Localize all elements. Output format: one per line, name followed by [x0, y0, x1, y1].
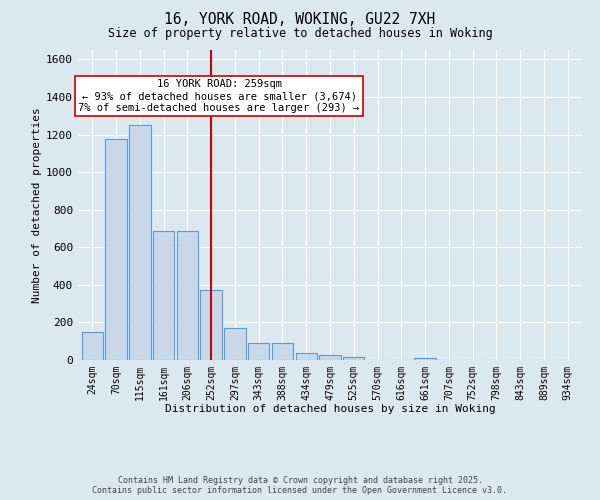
- Bar: [176, 232, 198, 360]
- Bar: [296, 354, 317, 360]
- Bar: [319, 356, 341, 360]
- Bar: [272, 343, 293, 360]
- Text: Contains HM Land Registry data © Crown copyright and database right 2025.
Contai: Contains HM Land Registry data © Crown c…: [92, 476, 508, 495]
- Bar: [82, 332, 103, 360]
- Text: Size of property relative to detached houses in Woking: Size of property relative to detached ho…: [107, 28, 493, 40]
- Bar: [248, 343, 269, 360]
- Bar: [106, 139, 127, 360]
- Bar: [343, 356, 364, 360]
- Text: 16, YORK ROAD, WOKING, GU22 7XH: 16, YORK ROAD, WOKING, GU22 7XH: [164, 12, 436, 28]
- Y-axis label: Number of detached properties: Number of detached properties: [32, 107, 42, 303]
- Bar: [415, 358, 436, 360]
- Bar: [153, 232, 174, 360]
- Text: 16 YORK ROAD: 259sqm
← 93% of detached houses are smaller (3,674)
7% of semi-det: 16 YORK ROAD: 259sqm ← 93% of detached h…: [79, 80, 360, 112]
- Bar: [129, 125, 151, 360]
- X-axis label: Distribution of detached houses by size in Woking: Distribution of detached houses by size …: [164, 404, 496, 414]
- Bar: [224, 328, 245, 360]
- Bar: [200, 290, 222, 360]
